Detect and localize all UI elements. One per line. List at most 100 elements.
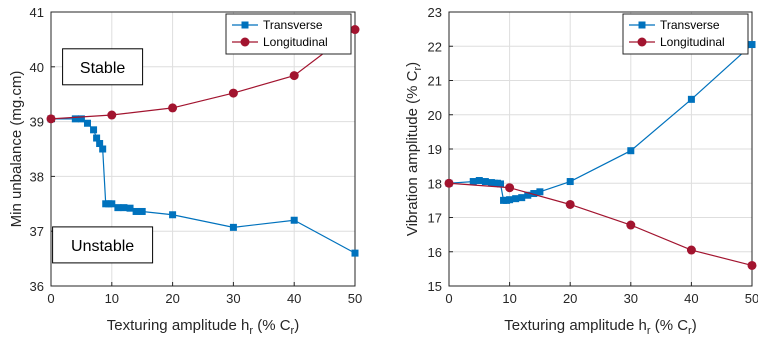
data-point-transverse xyxy=(96,140,104,148)
x-tick-label: 0 xyxy=(445,291,452,306)
y-tick-label: 21 xyxy=(428,74,442,89)
x-axis-label-part: (% C xyxy=(253,317,291,334)
y-tick-label: 20 xyxy=(428,108,442,123)
legend-label-longitudinal: Longitudinal xyxy=(660,35,725,49)
y-tick-label: 15 xyxy=(428,279,442,294)
y-axis-label: Min unbalance (mg.cm) xyxy=(8,71,25,228)
legend-marker-longitudinal xyxy=(637,37,647,47)
y-tick-label: 16 xyxy=(428,245,442,260)
data-point-transverse xyxy=(290,216,298,224)
x-tick-label: 30 xyxy=(624,291,638,306)
data-point-transverse xyxy=(71,115,79,123)
data-point-transverse xyxy=(126,204,134,212)
data-point-transverse xyxy=(512,195,520,203)
legend-box xyxy=(225,13,352,55)
data-point-transverse xyxy=(229,223,237,231)
x-tick-label: 0 xyxy=(47,291,54,306)
x-tick-label: 20 xyxy=(165,291,179,306)
y-tick-label: 36 xyxy=(30,279,44,294)
data-point-longitudinal xyxy=(107,110,117,120)
data-point-transverse xyxy=(566,178,574,186)
data-point-longitudinal xyxy=(505,183,515,193)
data-point-transverse xyxy=(748,41,756,49)
data-point-transverse xyxy=(475,177,483,185)
data-point-transverse xyxy=(536,188,544,196)
annotation-box xyxy=(52,226,154,264)
legend: Transverse Longitudinal xyxy=(622,13,749,55)
x-tick-label: 40 xyxy=(287,291,301,306)
legend: Transverse Longitudinal xyxy=(225,13,352,55)
legend-marker-transverse xyxy=(638,21,646,29)
data-point-transverse xyxy=(351,249,359,257)
legend-label-transverse: Transverse xyxy=(660,18,720,32)
x-tick-label: 20 xyxy=(563,291,577,306)
data-point-transverse xyxy=(469,178,477,186)
series-line-longitudinal xyxy=(448,182,753,267)
data-point-transverse xyxy=(132,207,140,215)
data-point-longitudinal xyxy=(46,114,56,124)
data-point-longitudinal xyxy=(686,245,696,255)
y-tick-label: 19 xyxy=(428,142,442,157)
x-tick-label: 50 xyxy=(745,291,758,306)
data-point-transverse xyxy=(497,180,505,188)
annotation-text: Unstable xyxy=(71,238,134,255)
annotation-box xyxy=(62,48,144,86)
data-point-transverse xyxy=(530,190,538,198)
legend-marker-longitudinal xyxy=(240,37,250,47)
data-point-transverse xyxy=(108,200,116,208)
y-axis-label-subscript: r xyxy=(412,67,424,71)
y-tick-label: 18 xyxy=(428,176,442,191)
x-axis-label-part: Texturing amplitude h xyxy=(504,317,647,334)
annotation-text: Stable xyxy=(80,60,125,77)
data-point-transverse xyxy=(518,194,526,202)
chart-1: 0 10 20 30 40 50 36 37 38 39 40 41 Texturing amplitu… xyxy=(8,5,362,337)
y-tick-label: 37 xyxy=(30,224,44,239)
x-axis-label-subscript: r xyxy=(291,325,295,337)
y-tick-label: 40 xyxy=(30,60,44,75)
y-tick-label: 17 xyxy=(428,211,442,226)
data-point-transverse xyxy=(169,211,177,219)
data-point-transverse xyxy=(120,204,128,212)
data-point-longitudinal xyxy=(228,88,238,98)
y-tick-label: 38 xyxy=(30,169,44,184)
y-tick-label: 22 xyxy=(428,39,442,54)
data-point-transverse xyxy=(627,147,635,155)
x-axis-label: Texturing amplitude hr (% Cr) xyxy=(107,317,299,337)
data-point-transverse xyxy=(481,178,489,186)
legend-marker-transverse xyxy=(241,21,249,29)
x-tick-label: 40 xyxy=(684,291,698,306)
x-tick-label: 30 xyxy=(226,291,240,306)
x-axis-label-subscript: r xyxy=(249,325,253,337)
data-point-transverse xyxy=(114,204,122,212)
legend-label-transverse: Transverse xyxy=(263,18,323,32)
x-axis-label-part: Texturing amplitude h xyxy=(107,317,250,334)
legend-label-longitudinal: Longitudinal xyxy=(263,35,328,49)
data-point-transverse xyxy=(138,207,146,215)
data-point-transverse xyxy=(83,119,91,127)
y-tick-label: 39 xyxy=(30,115,44,130)
y-axis-label: Vibration amplitude (% Cr) xyxy=(404,62,424,236)
data-point-longitudinal xyxy=(626,220,636,230)
series-line-longitudinal xyxy=(50,29,356,120)
data-point-longitudinal xyxy=(350,25,360,35)
x-tick-label: 10 xyxy=(105,291,119,306)
x-axis-label-part: (% C xyxy=(651,317,689,334)
data-point-transverse xyxy=(77,115,85,123)
data-point-transverse xyxy=(687,95,695,103)
x-tick-label: 10 xyxy=(502,291,516,306)
data-point-longitudinal xyxy=(444,178,454,188)
y-axis-label-part: ) xyxy=(404,62,421,67)
data-point-longitudinal xyxy=(289,71,299,81)
x-axis-label-subscript: r xyxy=(688,325,692,337)
y-tick-label: 23 xyxy=(428,5,442,20)
x-axis-label-part: ) xyxy=(294,317,299,334)
x-tick-label: 50 xyxy=(348,291,362,306)
data-point-transverse xyxy=(90,126,98,134)
data-point-transverse xyxy=(524,191,532,199)
x-axis-label-subscript: r xyxy=(647,325,651,337)
data-point-transverse xyxy=(99,145,107,153)
data-point-transverse xyxy=(506,196,514,204)
data-point-longitudinal xyxy=(565,199,575,209)
y-tick-label: 41 xyxy=(30,5,44,20)
